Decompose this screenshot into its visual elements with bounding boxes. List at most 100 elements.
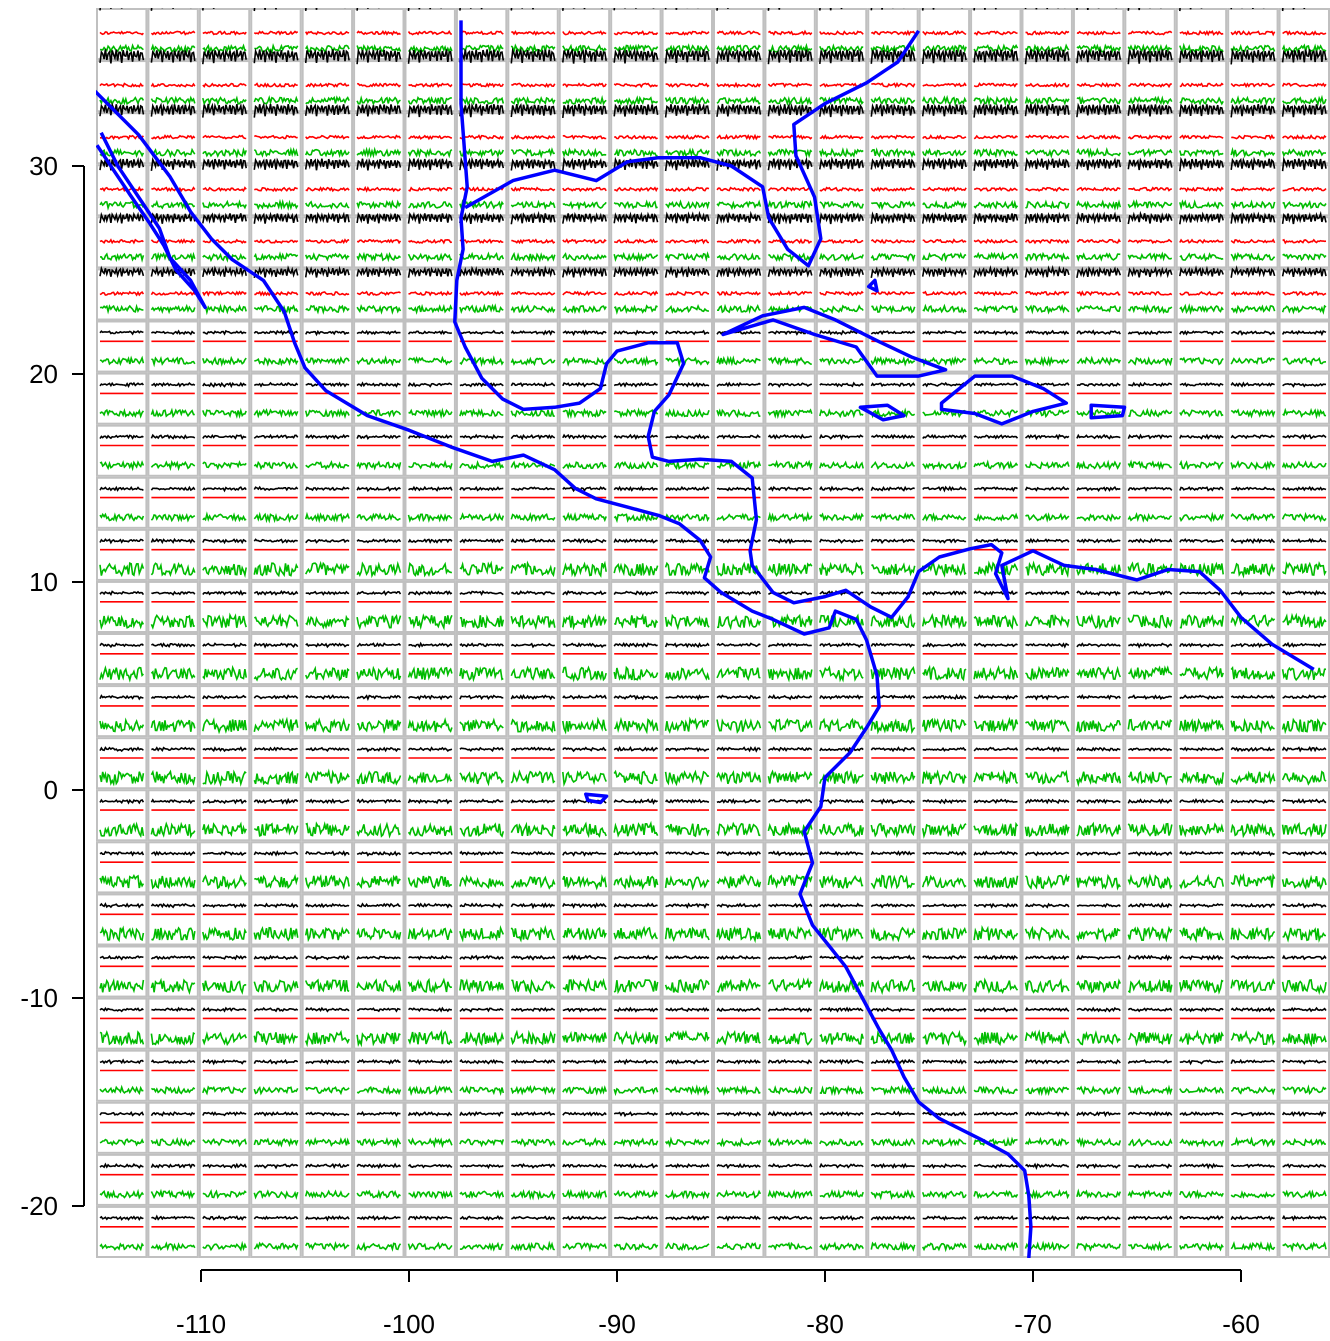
grid-cell (764, 997, 816, 1050)
grid-cell-border (1175, 1101, 1228, 1154)
x-axis: -110 -100 -90 -80 -70 -60 (176, 1269, 1260, 1339)
sparkline-bottom (716, 1189, 762, 1199)
grid-cell (1227, 841, 1279, 894)
grid-cell (507, 476, 559, 529)
sparkline-top (922, 434, 967, 440)
grid-cell (1124, 210, 1176, 269)
grid-cell (1227, 320, 1279, 373)
grid-cell-border (867, 997, 919, 1050)
grid-cell-border (918, 1049, 971, 1102)
sparkline-top (973, 382, 1019, 388)
grid-cell-border (1227, 424, 1279, 477)
sparkline-bottom (819, 356, 864, 367)
grid-cell (1175, 841, 1228, 894)
grid-cell (713, 789, 765, 842)
sparkline-top (1179, 642, 1224, 648)
sparkline-bottom (254, 873, 299, 889)
grid-cell-border (1278, 372, 1330, 425)
grid-cell-border (1021, 841, 1073, 894)
sparkline-bottom (921, 874, 967, 889)
sparkline-top (819, 1006, 864, 1013)
grid-cell-border (558, 789, 611, 842)
grid-cell-border (1278, 737, 1330, 790)
sparkline-bottom (613, 512, 659, 524)
grid-cell-border (250, 1205, 302, 1258)
grid-cell (1021, 1153, 1073, 1206)
sparkline-bottom (99, 1242, 145, 1252)
sparkline-bottom (614, 613, 659, 629)
sparkline-bottom (1230, 251, 1276, 262)
grid-cell-border (507, 685, 559, 738)
grid-cell (610, 1101, 662, 1154)
sparkline-top (202, 265, 247, 278)
sparkline-mid (665, 290, 710, 296)
sparkline-bottom (716, 408, 761, 418)
grid-cell (661, 580, 713, 634)
grid-cell-border (147, 685, 199, 738)
sparkline-mid (1025, 30, 1070, 36)
sparkline-top (459, 329, 504, 336)
sparkline-top (562, 211, 607, 225)
sparkline-bottom (459, 43, 504, 54)
sparkline-top (562, 265, 607, 279)
grid-cell-border (867, 685, 919, 738)
sparkline-bottom (1128, 1084, 1173, 1096)
sparkline-bottom (922, 460, 967, 471)
sparkline-top (99, 49, 145, 64)
sparkline-top (1179, 211, 1224, 225)
sparkline-mid (1128, 186, 1173, 192)
grid-cell (1227, 1101, 1279, 1154)
sparkline-top (356, 590, 402, 597)
grid-cell (1227, 211, 1279, 269)
sparkline-top (1076, 1163, 1121, 1169)
sparkline-top (253, 1111, 299, 1117)
grid-cell-border (507, 268, 559, 321)
grid-cell (918, 633, 971, 686)
sparkline-top (819, 433, 864, 441)
grid-cell (918, 8, 971, 61)
sparkline-mid (870, 186, 915, 193)
grid-cell (1072, 1205, 1125, 1258)
grid-cell-border (96, 216, 148, 269)
grid-cell-border (1124, 945, 1176, 998)
grid-cell-border (1124, 476, 1176, 529)
grid-cell (250, 945, 302, 998)
grid-cell-border (1124, 737, 1176, 790)
sparkline-bottom (1024, 43, 1070, 53)
grid-cell (198, 1205, 251, 1258)
grid-cell-border (353, 893, 405, 946)
grid-cell-border (1278, 685, 1330, 738)
grid-cell (1072, 893, 1125, 946)
grid-cell (764, 156, 816, 217)
grid-cell (250, 1049, 302, 1102)
grid-cell (96, 211, 148, 269)
sparkline-bottom (767, 1189, 813, 1200)
grid-cell (301, 997, 354, 1050)
sparkline-bottom (1179, 303, 1224, 316)
grid-cell (96, 1101, 148, 1154)
grid-cell (507, 372, 559, 425)
grid-cell (353, 8, 405, 61)
sparkline-bottom (304, 873, 350, 891)
grid-cell (353, 372, 405, 425)
grid-cell (147, 8, 199, 61)
sparkline-top (1076, 1006, 1121, 1013)
sparkline-top (716, 265, 762, 279)
sparkline-top (1230, 590, 1276, 597)
sparkline-top (202, 1058, 247, 1066)
grid-cell (1124, 49, 1176, 113)
grid-cell (1072, 737, 1125, 790)
sparkline-mid (922, 134, 967, 140)
sparkline-bottom (407, 252, 453, 263)
sparkline-bottom (921, 1137, 967, 1148)
grid-cell (198, 1101, 251, 1154)
sparkline-bottom (613, 665, 659, 681)
grid-cell (661, 320, 713, 373)
sparkline-top (305, 694, 350, 700)
grid-cell (867, 372, 919, 425)
grid-cell-border (96, 1205, 148, 1258)
grid-cell (301, 945, 354, 998)
grid-cell (301, 789, 354, 842)
sparkline-top (356, 694, 402, 701)
grid-cell (96, 945, 148, 998)
